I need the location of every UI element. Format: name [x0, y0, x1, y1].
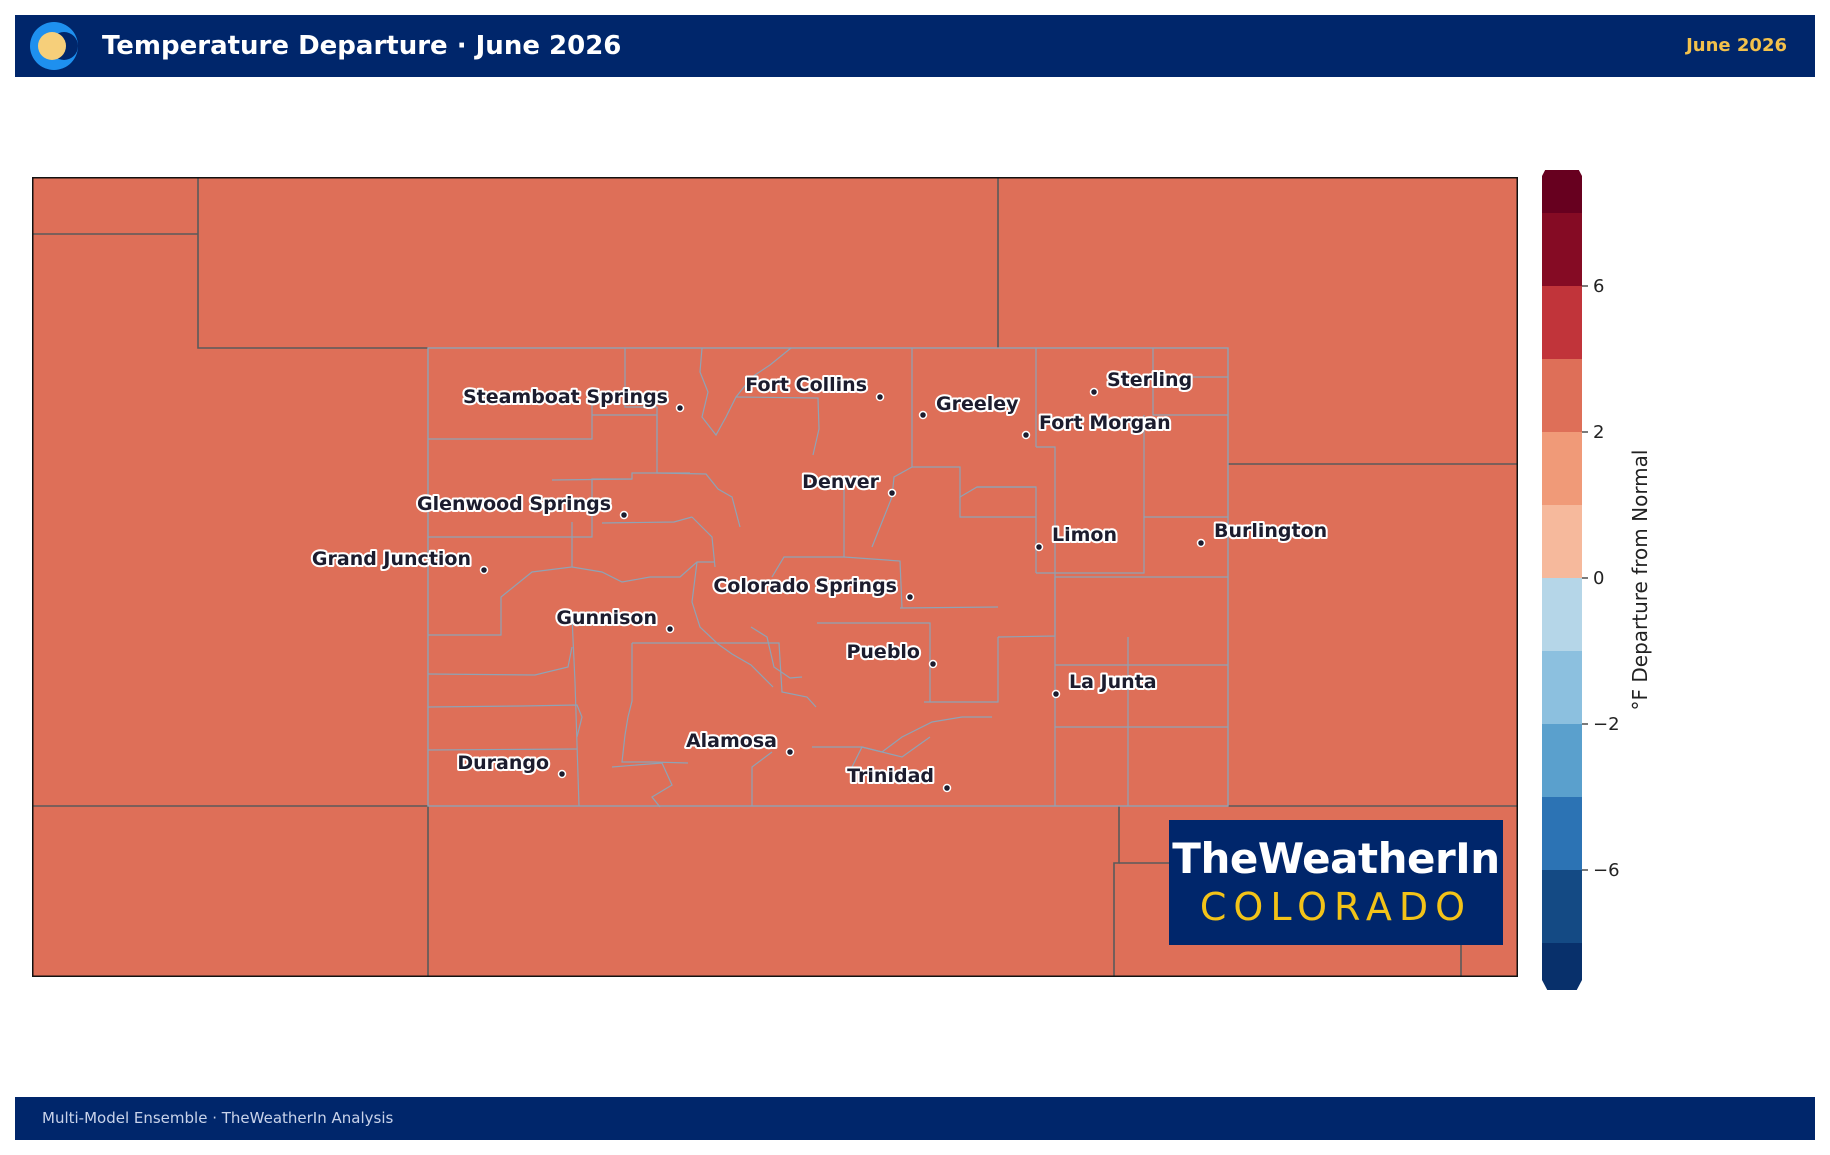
- header-date: June 2026: [1686, 35, 1787, 56]
- colorbar-tick-label: −6: [1593, 860, 1620, 881]
- colorbar-label: °F Departure from Normal: [1628, 450, 1652, 711]
- colorbar-segment: [1542, 870, 1582, 943]
- city-limon: Limon: [1034, 522, 1119, 552]
- city-label: Burlington: [1214, 520, 1327, 542]
- city-label: Alamosa: [686, 730, 777, 752]
- colorbar-segment: [1542, 176, 1582, 213]
- city-dot: [619, 510, 629, 520]
- city-dot: [785, 747, 795, 757]
- city-durango: Durango: [455, 750, 567, 779]
- colorbar-segment: [1542, 797, 1582, 870]
- colorbar-segment: [1542, 651, 1582, 724]
- city-label: Sterling: [1107, 369, 1192, 391]
- colorbar-tick-label: 6: [1593, 276, 1604, 297]
- footer-credits: Multi-Model Ensemble · TheWeatherIn Anal…: [42, 1109, 394, 1127]
- colorbar-tick-label: 0: [1593, 568, 1604, 589]
- city-label: Limon: [1052, 524, 1117, 546]
- city-label: Durango: [457, 752, 549, 774]
- city-dot: [1034, 542, 1044, 552]
- colorbar-segment: [1542, 359, 1582, 432]
- city-label: Denver: [802, 471, 879, 493]
- city-dot: [1089, 387, 1099, 397]
- city-alamosa: Alamosa: [684, 728, 795, 757]
- city-label: Pueblo: [846, 641, 920, 663]
- city-dot: [1021, 430, 1031, 440]
- county-lines: [427, 347, 1228, 808]
- colorbar: 6 2 0 −2 −6 °F Departure from Normal: [1542, 170, 1652, 990]
- brand-name: TheWeatherIn: [1172, 834, 1500, 883]
- city-label: Steamboat Springs: [463, 386, 668, 408]
- city-dot: [887, 488, 897, 498]
- colorado-border: [427, 347, 1229, 807]
- city-burlington: Burlington: [1196, 518, 1329, 548]
- city-dot: [942, 783, 952, 793]
- city-label: Greeley: [936, 393, 1019, 415]
- city-label: Gunnison: [556, 607, 657, 629]
- city-label: La Junta: [1069, 671, 1157, 693]
- brand-logo: TheWeatherIn COLORADO: [1169, 820, 1503, 945]
- city-fort-collins: Fort Collins: [743, 372, 885, 402]
- city-pueblo: Pueblo: [844, 639, 938, 669]
- colorbar-tick-label: −2: [1593, 714, 1620, 735]
- colorbar-segment: [1542, 213, 1582, 286]
- city-label: Colorado Springs: [713, 575, 897, 597]
- colorbar-segment: [1542, 286, 1582, 359]
- city-dot: [1196, 538, 1206, 548]
- city-dot: [557, 769, 567, 779]
- city-grand-junction: Grand Junction: [310, 546, 489, 575]
- city-sterling: Sterling: [1089, 367, 1194, 397]
- colorbar-segment: [1542, 432, 1582, 505]
- colorbar-segment: [1542, 724, 1582, 797]
- city-dot: [675, 403, 685, 413]
- city-label: Grand Junction: [312, 548, 471, 570]
- colorbar-tick-label: 2: [1593, 422, 1604, 443]
- city-la-junta: La Junta: [1051, 669, 1159, 699]
- crescent-sun-logo-icon: [30, 22, 78, 70]
- header-bar: Temperature Departure · June 2026 June 2…: [15, 15, 1815, 77]
- colorbar-segment: [1542, 578, 1582, 651]
- footer-bar: Multi-Model Ensemble · TheWeatherIn Anal…: [15, 1097, 1815, 1140]
- map-frame: [32, 177, 1518, 977]
- city-dot: [665, 624, 675, 634]
- city-label: Glenwood Springs: [417, 493, 611, 515]
- city-dot: [905, 592, 915, 602]
- colorbar-segment: [1542, 943, 1582, 980]
- colorbar-tick-marks: [1582, 285, 1588, 871]
- city-gunnison: Gunnison: [554, 605, 675, 634]
- city-dot: [918, 410, 928, 420]
- city-denver: Denver: [800, 469, 897, 498]
- city-label: Fort Collins: [745, 374, 867, 396]
- page-title: Temperature Departure · June 2026: [102, 31, 622, 61]
- colorbar-segments: [1542, 170, 1582, 990]
- city-greeley: Greeley: [918, 391, 1021, 420]
- city-fort-morgan: Fort Morgan: [1021, 410, 1173, 440]
- city-trinidad: Trinidad: [845, 763, 952, 793]
- city-colorado-springs: Colorado Springs: [711, 573, 915, 602]
- city-dot: [1051, 689, 1061, 699]
- city-dot: [928, 659, 938, 669]
- colorbar-segment: [1542, 505, 1582, 578]
- city-label: Fort Morgan: [1039, 412, 1171, 434]
- city-label: Trinidad: [847, 765, 934, 787]
- city-dot: [875, 392, 885, 402]
- colorbar-high-extend: [1542, 170, 1582, 176]
- city-dot: [479, 565, 489, 575]
- colorbar-low-extend: [1542, 980, 1582, 990]
- city-glenwood-springs: Glenwood Springs: [415, 491, 629, 520]
- brand-region: COLORADO: [1199, 885, 1473, 929]
- city-steamboat-springs: Steamboat Springs: [461, 384, 685, 413]
